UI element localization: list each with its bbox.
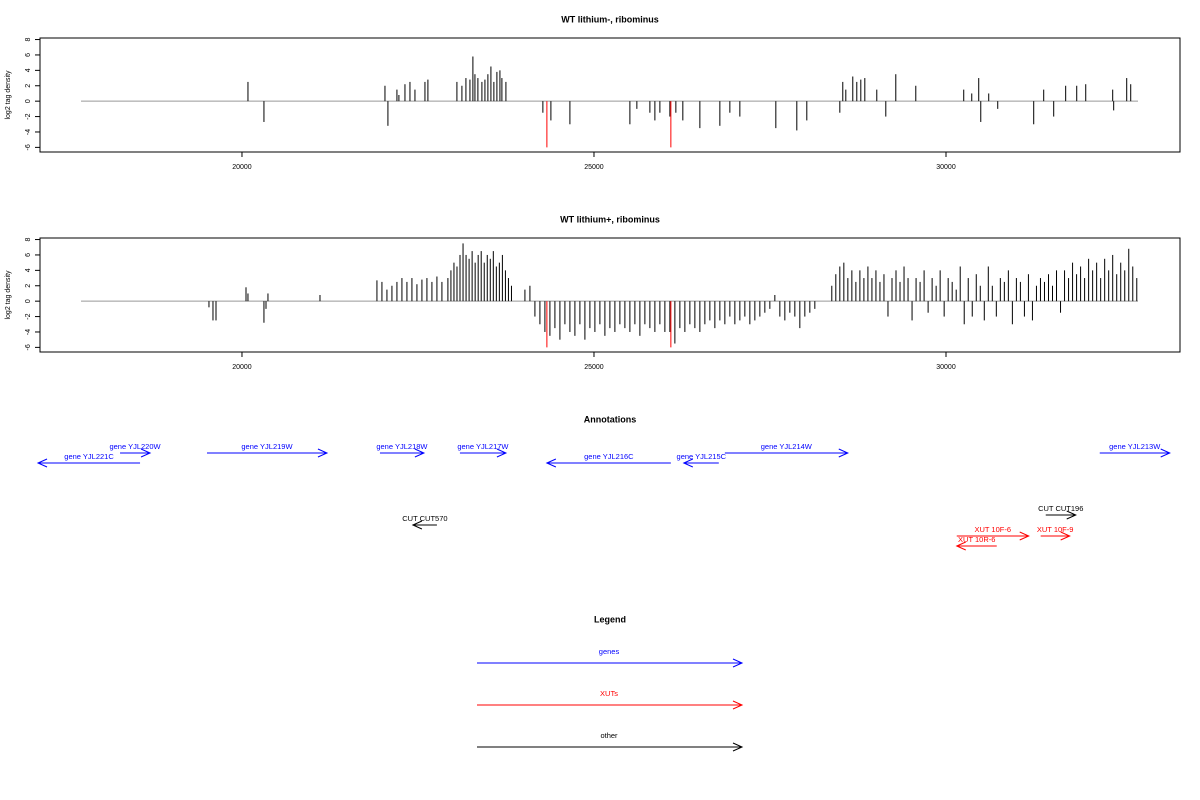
feature-arrow xyxy=(1045,510,1077,520)
feature-arrow xyxy=(545,458,671,468)
x-tick-label: 30000 xyxy=(936,164,956,171)
arrow-head xyxy=(496,448,508,458)
arrow-head xyxy=(414,448,426,458)
legend-label: other xyxy=(600,731,618,740)
x-tick-label: 25000 xyxy=(584,164,604,171)
feature-label: gene YJL220W xyxy=(109,442,161,451)
feature-label: XUT 10R-6 xyxy=(958,535,995,544)
arrow-head xyxy=(955,541,966,551)
y-tick-label: -2 xyxy=(25,313,32,319)
legend-arrow xyxy=(477,658,744,668)
arrow-head xyxy=(1019,531,1030,541)
arrow-head xyxy=(1160,448,1171,458)
feature-arrow xyxy=(206,448,329,458)
y-axis-label: log2 tag density xyxy=(5,270,12,320)
y-tick-label: 0 xyxy=(25,299,32,303)
y-tick-label: -4 xyxy=(25,329,32,335)
arrow-head xyxy=(838,448,850,458)
feature-arrow xyxy=(36,458,141,468)
y-tick-label: -6 xyxy=(25,344,32,350)
feature-arrow xyxy=(956,531,1030,541)
legend-arrow xyxy=(477,700,744,710)
arrow-head xyxy=(36,458,48,468)
feature-arrow xyxy=(459,448,508,458)
y-tick-label: -6 xyxy=(25,144,32,150)
legend-arrow xyxy=(477,742,744,752)
feature-label: CUT CUT570 xyxy=(402,514,447,523)
y-tick-label: -4 xyxy=(25,129,32,135)
arrow-head xyxy=(732,742,744,752)
x-tick-label: 25000 xyxy=(584,364,604,371)
x-tick-label: 20000 xyxy=(232,164,252,171)
y-axis-label: log2 tag density xyxy=(5,70,12,120)
feature-arrow xyxy=(411,520,437,530)
x-tick-label: 30000 xyxy=(936,364,956,371)
legend-title: Legend xyxy=(594,614,626,624)
feature-arrow xyxy=(120,448,152,458)
arrow-head xyxy=(732,658,744,668)
feature-label: XUT 10F-6 xyxy=(974,525,1011,534)
feature-arrow xyxy=(682,458,719,468)
feature-arrow xyxy=(1040,531,1071,541)
y-tick-label: 8 xyxy=(25,37,32,41)
feature-label: gene YJL218W xyxy=(376,442,428,451)
y-tick-label: 6 xyxy=(25,253,32,257)
y-tick-label: 6 xyxy=(25,53,32,57)
y-tick-label: -2 xyxy=(25,113,32,119)
arrow-head xyxy=(732,700,744,710)
feature-label: gene YJL219W xyxy=(241,442,293,451)
plot-frame xyxy=(39,37,1181,153)
feature-arrow xyxy=(955,541,997,551)
feature-arrow xyxy=(1099,448,1171,458)
annotations-title: Annotations xyxy=(584,414,637,424)
legend-label: genes xyxy=(599,647,620,656)
feature-label: gene YJL213W xyxy=(1109,442,1161,451)
y-tick-label: 2 xyxy=(25,84,32,88)
legend-label: XUTs xyxy=(600,689,618,698)
plot-frame xyxy=(39,237,1181,353)
feature-label: CUT CUT196 xyxy=(1038,504,1083,513)
feature-arrow xyxy=(724,448,850,458)
feature-label: gene YJL215C xyxy=(677,452,727,461)
y-tick-label: 2 xyxy=(25,284,32,288)
feature-label: gene YJL217W xyxy=(457,442,509,451)
arrow-head xyxy=(1066,510,1077,520)
y-tick-label: 4 xyxy=(25,68,32,72)
feature-label: gene YJL214W xyxy=(761,442,813,451)
arrow-head xyxy=(140,448,152,458)
arrow-head xyxy=(317,448,329,458)
chart-title: WT lithium+, ribominus xyxy=(560,214,660,224)
arrow-head xyxy=(1060,531,1071,541)
feature-label: gene YJL221C xyxy=(64,452,114,461)
arrow-head xyxy=(545,458,557,468)
y-tick-label: 4 xyxy=(25,268,32,272)
arrow-head xyxy=(682,458,694,468)
arrow-head xyxy=(411,520,423,530)
chart-title: WT lithium-, ribominus xyxy=(561,14,659,24)
y-tick-label: 8 xyxy=(25,237,32,241)
x-tick-label: 20000 xyxy=(232,364,252,371)
y-tick-label: 0 xyxy=(25,99,32,103)
feature-arrow xyxy=(379,448,426,458)
feature-label: gene YJL216C xyxy=(584,452,634,461)
feature-label: XUT 10F-9 xyxy=(1037,525,1074,534)
